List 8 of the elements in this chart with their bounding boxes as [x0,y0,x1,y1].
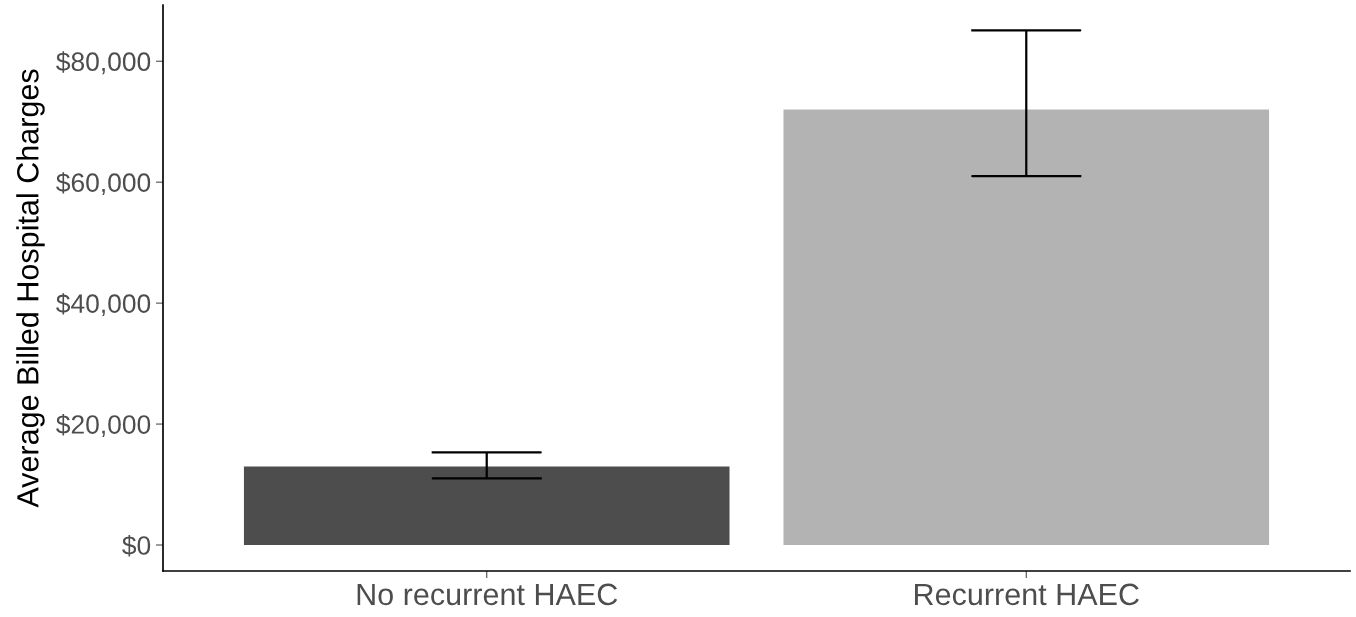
y-tick-label: $80,000 [56,51,151,75]
y-tick-label: $60,000 [56,172,151,196]
y-tick-label: $20,000 [56,414,151,437]
x-tick-label: No recurrent HAEC [357,583,618,606]
y-axis-title: Average Billed Hospital Charges [16,69,45,508]
y-tick-label: $40,000 [56,293,151,317]
x-tick-label: Recurrent HAEC [915,583,1139,606]
y-tick-label: $0 [122,535,151,557]
